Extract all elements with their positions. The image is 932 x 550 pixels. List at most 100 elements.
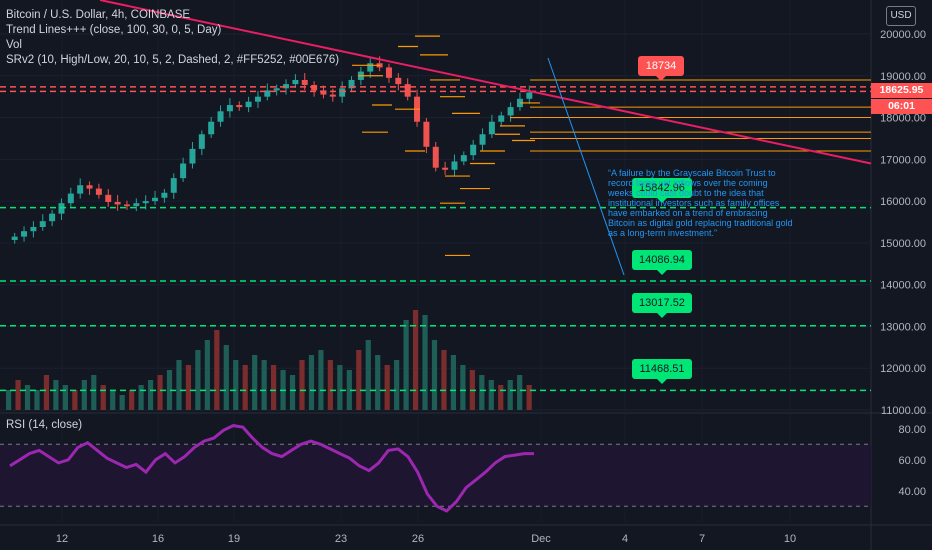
candle-body (404, 84, 411, 97)
volume-bar (129, 390, 135, 410)
resistance-label: 18734 (638, 56, 684, 81)
volume-bar (214, 330, 220, 410)
candle-body (498, 115, 505, 122)
candle-body (198, 134, 205, 149)
legend-indicator-vol[interactable]: Vol (6, 39, 22, 51)
candle-body (170, 178, 177, 193)
x-tick-label: 19 (228, 533, 240, 545)
support-label-2: 14086.94 (632, 250, 692, 275)
volume-bar (204, 340, 210, 410)
candle-body (301, 79, 308, 85)
candle-body (395, 77, 402, 85)
rsi-legend[interactable]: RSI (14, close) (6, 419, 83, 431)
volume-bar (403, 320, 409, 410)
candle-body (264, 90, 271, 97)
candle-body (385, 67, 392, 78)
candle-body (86, 185, 93, 189)
candle-body (152, 197, 159, 202)
volume-bar (24, 385, 31, 410)
chart-legend: Bitcoin / U.S. Dollar, 4h, COINBASE Tren… (6, 8, 339, 68)
volume-bar (166, 370, 173, 410)
currency-button[interactable]: USD (886, 6, 916, 26)
volume-bar (498, 385, 504, 410)
candle-body (105, 194, 112, 202)
volume-bar (479, 375, 485, 410)
volume-bar (507, 380, 513, 410)
support-label-2-text: 14086.94 (639, 254, 685, 266)
candle-body (339, 88, 346, 97)
volume-bar (488, 380, 494, 410)
candle-body (526, 92, 533, 99)
rsi-y-tick-label: 80.00 (898, 424, 926, 436)
volume-bar (110, 390, 116, 410)
candle-body (180, 163, 187, 179)
volume-bar (517, 375, 523, 410)
volume-bar (308, 355, 315, 410)
candle-body (273, 88, 280, 91)
volume-bar (72, 390, 78, 410)
candle-body (516, 98, 523, 108)
volume-bar (62, 385, 68, 410)
x-tick-label: 4 (622, 533, 628, 545)
candle-body (423, 121, 430, 147)
volume-bar (394, 360, 400, 410)
legend-indicator-srv2[interactable]: SRv2 (10, High/Low, 20, 10, 5, 2, Dashed… (6, 54, 340, 66)
volume-bar (289, 375, 296, 410)
trend-line (99, 0, 872, 165)
candle-body (208, 121, 215, 135)
candle-body (329, 94, 336, 97)
x-tick-label: 26 (412, 533, 424, 545)
y-tick-label: 13000.00 (880, 321, 926, 333)
support-label-1: 15842.96 (632, 178, 692, 203)
candle-body (432, 146, 439, 168)
volume-bar (223, 345, 229, 410)
candle-body (39, 221, 46, 228)
resistance-label-text: 18734 (645, 60, 677, 72)
candle-body (479, 134, 486, 145)
candle-body (283, 84, 290, 89)
y-tick-label: 17000.00 (880, 154, 926, 166)
y-tick-label: 20000.00 (880, 29, 926, 41)
volume-bar (460, 365, 466, 410)
candle-body (58, 203, 65, 214)
x-tick-label: 10 (784, 533, 796, 545)
volume-bar (356, 350, 362, 410)
volume-bar (431, 340, 438, 410)
candle-body (77, 185, 84, 194)
volume-bar (252, 355, 258, 410)
volume-bar (195, 350, 201, 410)
candle-body (320, 90, 327, 95)
candle-body (189, 148, 196, 164)
candle-body (451, 161, 458, 170)
volume-bar (43, 375, 50, 410)
candle-body (507, 107, 514, 116)
x-tick-label: 16 (152, 533, 164, 545)
legend-indicator-trendlines[interactable]: Trend Lines+++ (close, 100, 30, 0, 5, Da… (6, 24, 222, 36)
volume-bar (337, 365, 343, 410)
x-tick-label: Dec (531, 533, 551, 545)
volume-bar (271, 365, 277, 410)
volume-bar (261, 360, 267, 410)
support-label-3: 13017.52 (632, 293, 692, 318)
y-tick-label: 15000.00 (880, 238, 926, 250)
volume-bar (185, 365, 192, 410)
volume-bar (299, 360, 305, 410)
y-tick-label: 16000.00 (880, 196, 926, 208)
volume-bar (441, 350, 447, 410)
candle-body (311, 84, 318, 91)
candle-body (254, 96, 261, 102)
legend-symbol[interactable]: Bitcoin / U.S. Dollar, 4h, COINBASE (6, 9, 191, 21)
candle-body (442, 167, 449, 170)
last-price-tag: 18625.95 (871, 83, 932, 98)
candle-body (226, 105, 233, 112)
candle-body (470, 144, 477, 156)
volume-bar (365, 340, 371, 410)
candle-body (21, 231, 28, 237)
y-tick-label: 18000.00 (880, 113, 926, 125)
volume-bar (450, 355, 457, 410)
rsi-y-tick-label: 40.00 (898, 486, 926, 498)
candle-body (460, 155, 467, 162)
x-tick-label: 23 (335, 533, 347, 545)
candle-body (142, 201, 149, 204)
